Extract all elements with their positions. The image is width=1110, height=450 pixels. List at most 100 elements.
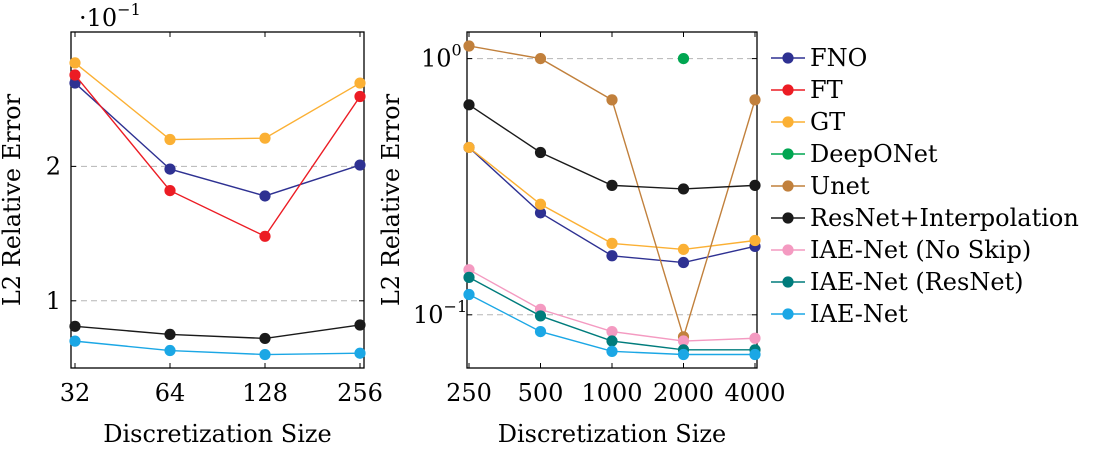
series-resnet-interpolation [69, 319, 366, 345]
series-line [74, 62, 361, 141]
y-tick-label-base: 1 [46, 287, 61, 315]
legend-item-unet: Unet [771, 172, 870, 200]
data-point [606, 345, 618, 357]
series-line [468, 104, 756, 190]
x-tick-label: 32 [60, 379, 91, 407]
legend-swatch-marker [782, 116, 794, 128]
y-tick-label: 1 [46, 287, 61, 315]
legend-label: DeepONet [810, 140, 938, 168]
series-iae-net-resnet [463, 271, 761, 356]
data-point [749, 234, 761, 247]
data-point [534, 52, 547, 65]
y-tick-label-exponent: −1 [444, 297, 468, 316]
data-point [463, 264, 475, 276]
legend-swatch-marker [782, 244, 794, 256]
legend-swatch-marker [782, 308, 794, 320]
series-deeponet [677, 52, 690, 65]
data-point [534, 146, 547, 159]
data-point [259, 132, 271, 144]
data-point [463, 141, 475, 154]
y-tick-label: 2 [46, 152, 61, 180]
right-chart: 250 500 1000 2000 400010−1100Discretization … [377, 31, 786, 448]
series-iae-net [69, 335, 366, 361]
series-line [74, 74, 361, 238]
data-point [677, 348, 690, 361]
series-ft [69, 69, 366, 242]
data-point [259, 190, 271, 202]
legend-item-gt: GT [771, 108, 845, 136]
x-axis-label: Discretization Size [103, 420, 331, 446]
data-point [606, 335, 618, 347]
data-point [534, 198, 547, 210]
data-point [164, 328, 176, 340]
data-point [164, 344, 176, 357]
data-point [606, 94, 618, 106]
y-tick-label-base: 10 [421, 45, 452, 73]
series-fno [463, 141, 761, 269]
data-point [677, 52, 690, 65]
x-axis-label: Discretization Size [498, 420, 726, 446]
legend-item-iae-net-no-skip: IAE-Net (No Skip) [771, 236, 1031, 264]
data-point [463, 288, 475, 301]
data-point [677, 256, 690, 269]
series-gt [463, 141, 761, 256]
data-point [164, 163, 176, 175]
legend-label: IAE-Net (ResNet) [810, 268, 1024, 296]
y-axis-exponent-base: ·10 [79, 4, 117, 32]
plot-frame [466, 31, 758, 369]
data-point [749, 348, 761, 361]
x-tick-label: 4000 [724, 379, 785, 407]
legend-item-fno: FNO [771, 44, 867, 72]
data-point [534, 207, 547, 219]
legend-item-iae-net-resnet: IAE-Net (ResNet) [771, 268, 1024, 296]
series-iae-net [463, 288, 761, 361]
legend-label: IAE-Net [810, 300, 908, 328]
legend-label: Unet [810, 172, 870, 200]
legend-label: IAE-Net (No Skip) [810, 236, 1031, 264]
series-gt [69, 57, 366, 146]
data-point [606, 325, 618, 338]
data-point [69, 77, 81, 89]
x-tick-label: 2000 [653, 379, 714, 407]
y-tick-label-exponent: 0 [452, 41, 462, 60]
data-point [164, 184, 176, 197]
y-axis-exponent: ·10−1 [79, 0, 141, 32]
left-chart: 32 64 128 256 1 2 ·10−1 Discretization Size L2 R… [0, 0, 383, 448]
data-point [164, 133, 176, 146]
x-tick-label: 250 [446, 379, 492, 407]
data-point [534, 325, 547, 338]
data-point [259, 332, 271, 345]
x-tick-label: 1000 [581, 379, 642, 407]
data-point [354, 347, 366, 359]
series-resnet-interpolation [463, 99, 761, 195]
data-point [606, 179, 618, 191]
legend-label: FT [810, 76, 843, 104]
data-point [749, 94, 761, 106]
legend-swatch-marker [782, 180, 794, 192]
x-tick-label: 128 [242, 379, 288, 407]
y-axis-label: L2 Relative Error [377, 93, 405, 306]
legend-label: FNO [810, 44, 867, 72]
y-axis-label: L2 Relative Error [0, 93, 26, 306]
legend-item-ft: FT [771, 76, 843, 104]
data-point [354, 77, 366, 89]
data-point [749, 332, 761, 344]
y-tick-label: 10−1 [413, 297, 467, 329]
data-point [69, 335, 81, 347]
data-point [69, 57, 81, 69]
data-point [606, 250, 618, 262]
legend-swatch-marker [782, 52, 794, 64]
data-point [463, 99, 475, 111]
legend-swatch-marker [782, 212, 794, 224]
legend-swatch-marker [782, 84, 794, 96]
legend-item-deeponet: DeepONet [771, 140, 938, 168]
data-point [259, 230, 271, 242]
series-unet [463, 40, 761, 343]
data-point [534, 310, 547, 322]
plot-frame [70, 31, 365, 369]
legend-label: ResNet+Interpolation [810, 204, 1079, 232]
legend-item-iae-net: IAE-Net [771, 300, 908, 328]
series-fno [69, 77, 366, 202]
legend-swatch-marker [782, 276, 794, 288]
